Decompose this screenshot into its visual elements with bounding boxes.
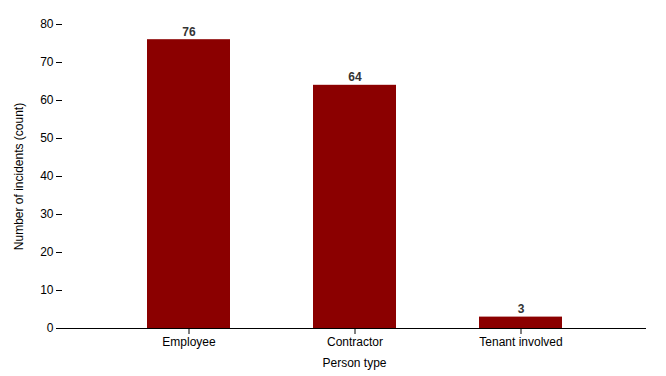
svg-text:Tenant involved: Tenant involved: [479, 335, 562, 349]
svg-text:40: 40: [40, 169, 54, 183]
svg-text:10: 10: [40, 283, 54, 297]
svg-text:Employee: Employee: [162, 335, 216, 349]
svg-text:80: 80: [40, 17, 54, 31]
svg-text:3: 3: [518, 302, 525, 316]
svg-text:Contractor: Contractor: [327, 335, 383, 349]
svg-text:76: 76: [182, 25, 196, 39]
svg-text:70: 70: [40, 55, 54, 69]
svg-text:Person type: Person type: [322, 356, 386, 370]
svg-text:20: 20: [40, 245, 54, 259]
svg-text:0: 0: [47, 321, 54, 335]
svg-text:60: 60: [40, 93, 54, 107]
svg-text:Number of incidents (count): Number of incidents (count): [12, 103, 26, 250]
svg-text:50: 50: [40, 131, 54, 145]
svg-text:64: 64: [348, 70, 362, 84]
svg-text:30: 30: [40, 207, 54, 221]
